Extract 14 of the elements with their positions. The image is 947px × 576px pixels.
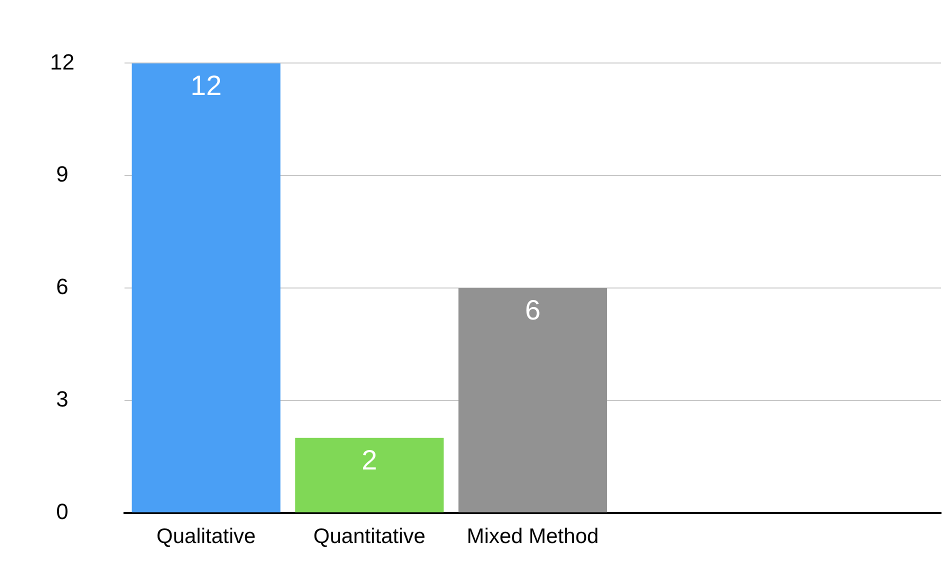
y-tick-label: 9 [56,162,68,187]
y-tick-label: 0 [56,498,68,524]
bar [132,63,280,512]
data-label: 2 [362,444,378,476]
bar [295,438,444,512]
x-tick-label: Qualitative [156,525,256,548]
y-tick-label: 12 [50,49,74,74]
y-tick-label: 3 [56,386,68,412]
x-tick-label: Quantitative [313,525,426,548]
y-tick-label: 6 [56,274,68,300]
data-label: 12 [190,70,222,101]
bar [458,288,608,512]
x-tick-label: Mixed Method [466,525,599,548]
data-label: 6 [524,294,541,326]
